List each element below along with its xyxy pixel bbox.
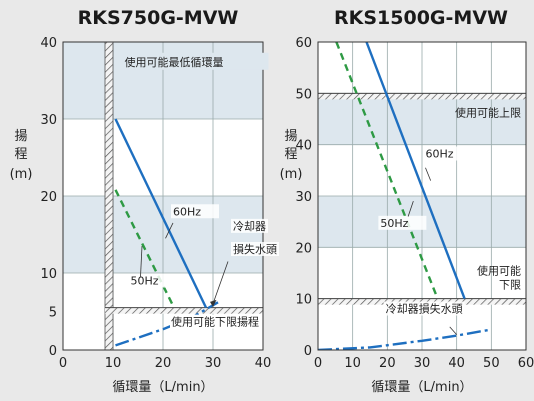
annotation-60Hz: 60Hz [173,205,201,218]
series-line-60Hz [365,42,466,300]
min-head-label: 使用可能 [477,264,521,278]
y-axis-label: 程 [284,147,297,162]
plot-frame [317,41,527,351]
min-head-label: 下限 [499,279,521,292]
leader-50hz [140,246,143,277]
x-tick-label: 40 [255,356,272,371]
series-line-冷却器損失水頭 [115,301,219,347]
x-tick-label: 30 [414,356,431,371]
annotation-bg [231,241,279,256]
series-line-50Hz [114,189,176,309]
y-tick-label: 20 [40,190,57,205]
annotation-50Hz: 50Hz [131,275,159,288]
y-tick-label: 0 [49,344,57,359]
plot-frame [62,41,264,351]
y-tick-label: 10 [40,267,57,282]
y-tick-label: 50 [295,87,312,102]
max-head-hatch [318,93,526,100]
x-tick-label: 10 [105,356,122,371]
annotation-冷却器: 冷却器 [233,220,266,233]
x-tick-label: 0 [314,356,322,371]
annotation-bg [128,273,177,288]
y-tick-label: 40 [295,139,312,154]
y-tick-label: 60 [295,36,312,51]
x-tick-label: 60 [518,356,534,371]
y-tick-label: 30 [40,113,57,128]
y-axis-label: (m) [280,167,303,182]
y-axis-label: 揚 [284,128,297,144]
series-line-60Hz [114,118,208,309]
x-axis-label: 循環量（L/min） [371,380,472,395]
y-tick-label: 10 [295,293,312,308]
chart-title: RKS1500G-MVW [334,7,508,29]
series-group [318,42,492,350]
x-tick-label: 50 [483,356,500,371]
y-tick-label: 20 [295,241,312,256]
min-head-hatch [105,307,263,314]
min-flow-hatch [104,41,114,351]
annotation-損失水頭: 損失水頭 [233,242,277,256]
chart-title: RKS750G-MVW [78,7,239,29]
y-tick-label: 40 [40,36,57,51]
min-flow-label-bg [120,52,269,70]
leader-loss [212,261,229,304]
leader-60hz [165,222,174,239]
series-group [114,118,219,347]
min-head-label: 使用可能下限揚程 [171,315,259,329]
series-line-50Hz [335,42,439,300]
min-head-label-bg [170,314,260,329]
x-tick-label: 40 [448,356,465,371]
x-tick-label: 10 [344,356,361,371]
leader-50hz [407,201,414,217]
annotation-bg [383,301,465,316]
chart-rks1500g: RKS1500G-MVW 0 10 20 30 40 50 60 0 10 20 30 40 50 60 循… [280,7,534,395]
x-tick-label: 20 [155,356,172,371]
annotation-bg [423,146,472,161]
y-axis-label: 程 [14,147,27,162]
leader-loss-arrow [210,299,217,307]
series-line-冷却器損失水頭 [318,328,492,350]
leader-loss [449,326,457,335]
x-axis-label: 循環量（L/min） [112,380,213,395]
y-tick-label: 30 [295,190,312,205]
annotation-bg [231,218,268,233]
annotation-bg [171,204,219,219]
annotation-冷却器損失水頭: 冷却器損失水頭 [386,302,463,316]
annotation-50Hz: 50Hz [380,217,408,230]
chart-rks750g: RKS750G-MVW 0 5 10 20 30 40 0 10 20 30 40 循環量（L/min… [10,7,279,395]
x-tick-label: 0 [59,356,67,371]
x-tick-label: 30 [205,356,222,371]
leader-60hz [425,167,432,181]
y-axis-label: 揚 [14,128,27,144]
y-axis-label: (m) [10,167,33,182]
annotation-bg [378,215,427,230]
y-tick-label: 0 [304,344,312,359]
y-tick-label: 5 [49,306,57,321]
annotation-60Hz: 60Hz [425,148,453,161]
min-flow-label: 使用可能最低循環量 [125,55,224,69]
x-tick-label: 20 [379,356,396,371]
max-head-label: 使用可能上限 [455,105,521,119]
